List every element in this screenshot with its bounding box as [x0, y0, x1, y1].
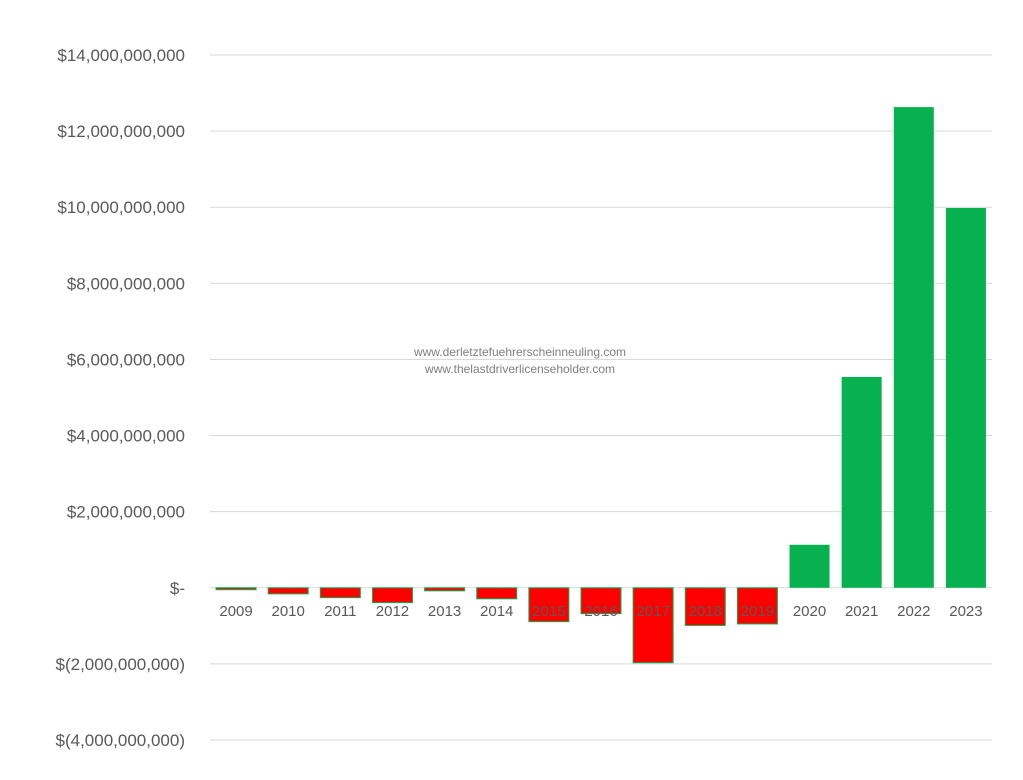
- gridlines: [210, 54, 992, 741]
- x-axis-tick-labels: 2009 2010 2011 2012 2013 2014 2015 2016 2017 2018…: [219, 603, 982, 620]
- bar-2016: [580, 587, 622, 615]
- bar-2022: [893, 107, 934, 588]
- x-tick-label: 2022: [897, 603, 930, 620]
- x-tick-label: 2015: [532, 603, 565, 620]
- bar-2009: [215, 587, 257, 591]
- x-tick-label: 2017: [636, 603, 669, 620]
- bar-2020: [789, 544, 830, 588]
- bar-2023: [945, 207, 986, 588]
- bar-2018: [684, 587, 726, 626]
- x-tick-label: 2014: [480, 603, 513, 620]
- y-axis-tick-labels: $14,000,000,000 $12,000,000,000 $10,000,00…: [56, 46, 186, 750]
- y-tick-label: $-: [170, 579, 185, 598]
- bar-2013: [424, 587, 466, 592]
- x-tick-label: 2010: [272, 603, 305, 620]
- x-tick-label: 2009: [219, 603, 252, 620]
- y-tick-label: $6,000,000,000: [67, 350, 185, 369]
- x-tick-label: 2012: [376, 603, 409, 620]
- x-tick-label: 2018: [689, 603, 722, 620]
- bar-2010: [267, 587, 309, 595]
- x-tick-label: 2021: [845, 603, 878, 620]
- bar-2017: [632, 587, 674, 664]
- x-tick-label: 2016: [584, 603, 617, 620]
- x-tick-label: 2013: [428, 603, 461, 620]
- bar-2012: [371, 587, 413, 604]
- x-tick-label: 2023: [949, 603, 982, 620]
- x-tick-label: 2019: [741, 603, 774, 620]
- y-tick-label: $10,000,000,000: [57, 198, 185, 217]
- bar-2019: [736, 587, 778, 625]
- y-tick-label: $(4,000,000,000): [56, 731, 186, 750]
- y-tick-label: $2,000,000,000: [67, 503, 185, 522]
- watermark-line-1: www.derletztefuehrerscheinneuling.com: [413, 345, 626, 359]
- x-tick-label: 2020: [793, 603, 826, 620]
- bar-2014: [476, 587, 518, 600]
- bars: [215, 107, 986, 664]
- bar-2011: [319, 587, 361, 599]
- y-tick-label: $8,000,000,000: [67, 274, 185, 293]
- y-tick-label: $12,000,000,000: [57, 122, 185, 141]
- x-tick-label: 2011: [324, 603, 356, 620]
- y-tick-label: $4,000,000,000: [67, 427, 185, 446]
- y-tick-label: $14,000,000,000: [57, 46, 185, 65]
- y-tick-label: $(2,000,000,000): [56, 655, 186, 674]
- bar-2015: [528, 587, 570, 623]
- bar-2021: [841, 376, 882, 588]
- watermark-line-2: www.thelastdriverlicenseholder.com: [424, 362, 615, 376]
